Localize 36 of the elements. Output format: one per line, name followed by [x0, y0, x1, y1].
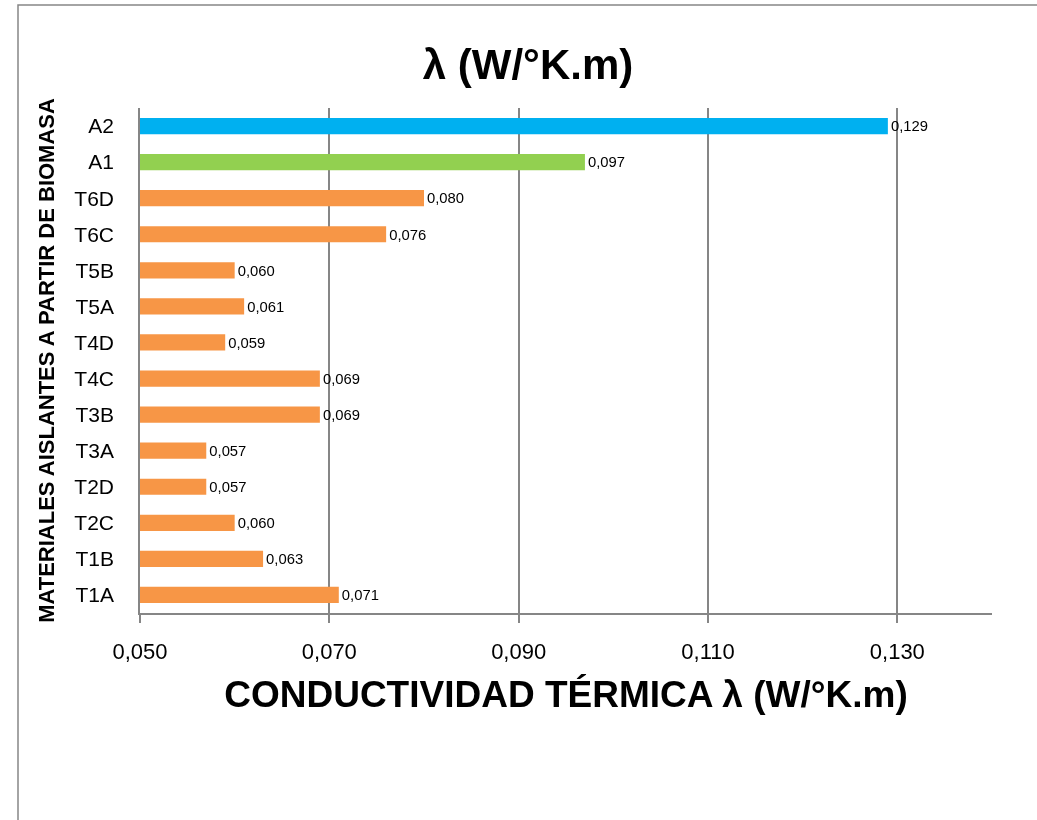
x-axis-title: CONDUCTIVIDAD TÉRMICA λ (W/°K.m): [224, 674, 908, 716]
data-label: 0,060: [237, 515, 275, 532]
y-tick-label: A1: [88, 150, 115, 174]
x-tick-label: 0,090: [491, 639, 547, 665]
y-tick-label: T2C: [74, 511, 115, 535]
data-label: 0,063: [266, 551, 304, 568]
y-tick-label: A2: [88, 114, 115, 138]
data-label: 0,069: [322, 406, 360, 423]
chart-title: λ (W/°K.m): [422, 40, 634, 88]
data-label: 0,076: [389, 226, 427, 243]
data-label: 0,097: [587, 154, 625, 171]
y-tick-label: T5A: [75, 294, 115, 318]
data-label: 0,057: [209, 479, 247, 496]
data-label: 0,071: [341, 587, 379, 604]
y-tick-label: T5B: [75, 258, 115, 282]
x-tick-label: 0,050: [112, 639, 168, 665]
data-label: 0,061: [247, 298, 285, 315]
data-label: 0,080: [427, 190, 465, 207]
y-tick-label: T4C: [74, 366, 115, 390]
data-label: 0,057: [209, 442, 247, 459]
data-label: 0,129: [890, 118, 928, 135]
y-tick-label: T2D: [74, 475, 115, 499]
x-tick-label: 0,070: [301, 639, 357, 665]
data-label: 0,069: [322, 370, 360, 387]
data-label: 0,060: [237, 262, 275, 279]
y-axis-title: MATERIALES AISLANTES A PARTIR DE BIOMASA: [33, 98, 59, 623]
data-label: 0,059: [228, 334, 266, 351]
y-tick-label: T4D: [74, 330, 115, 354]
y-tick-label: T3B: [75, 402, 115, 426]
x-tick-label: 0,130: [869, 639, 925, 665]
x-tick-label: 0,110: [681, 639, 735, 665]
y-tick-label: T1B: [75, 547, 115, 571]
y-tick-label: T6C: [74, 222, 115, 246]
y-tick-label: T3A: [75, 439, 115, 463]
y-tick-label: T6D: [74, 186, 115, 210]
y-tick-label: T1A: [75, 583, 115, 607]
